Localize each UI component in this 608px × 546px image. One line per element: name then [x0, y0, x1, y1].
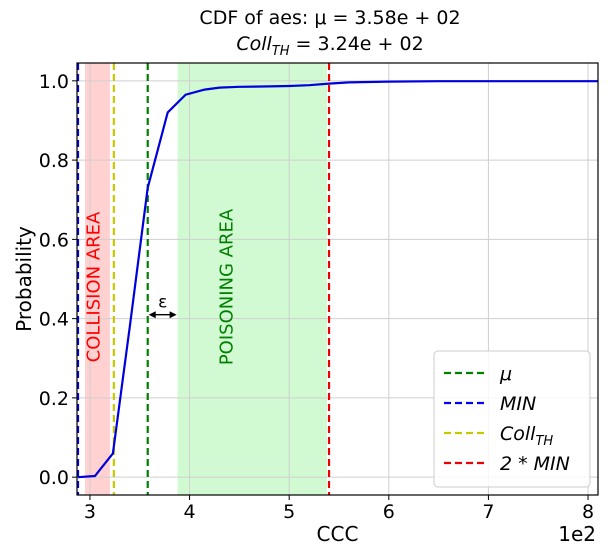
y-tick-label: 0.8 [39, 150, 69, 172]
shaded-region-label: COLLISION AREA [83, 211, 104, 362]
x-tick-label: 3 [84, 501, 96, 523]
chart-title-line1: CDF of aes: μ = 3.58e + 02 [199, 7, 460, 29]
y-tick-label: 0.6 [39, 229, 69, 251]
x-tick-label: 5 [283, 501, 295, 523]
legend-label: MIN [500, 393, 536, 415]
legend-label: CollTH [500, 423, 553, 449]
x-tick-label: 6 [383, 501, 395, 523]
x-offset-label: 1e2 [558, 522, 596, 546]
x-tick-label: 4 [184, 501, 196, 523]
y-tick-label: 0.4 [39, 309, 69, 331]
epsilon-label: ε [158, 293, 167, 313]
shaded-region-2 [177, 63, 328, 495]
epsilon-arrow-head-right [169, 311, 177, 319]
y-tick-label: 1.0 [39, 71, 69, 93]
legend-label: 2 * MIN [500, 453, 570, 475]
x-tick-label: 8 [582, 501, 594, 523]
legend-label: μ [499, 363, 512, 385]
chart-title-line2: CollTH = 3.24e + 02 [236, 33, 423, 59]
series-line-1 [77, 80, 598, 479]
y-axis-label: Probability [12, 226, 36, 332]
y-tick-label: 0.2 [39, 388, 69, 410]
y-tick-label: 0.0 [39, 467, 69, 489]
shaded-region-label: POISONING AREA [217, 208, 238, 365]
x-axis-label: CCC [317, 522, 359, 546]
epsilon-arrow-head-left [148, 311, 156, 319]
legend-box [433, 350, 591, 488]
x-tick-label: 7 [482, 501, 494, 523]
shaded-region-1 [84, 63, 110, 495]
axes-frame [76, 62, 599, 496]
